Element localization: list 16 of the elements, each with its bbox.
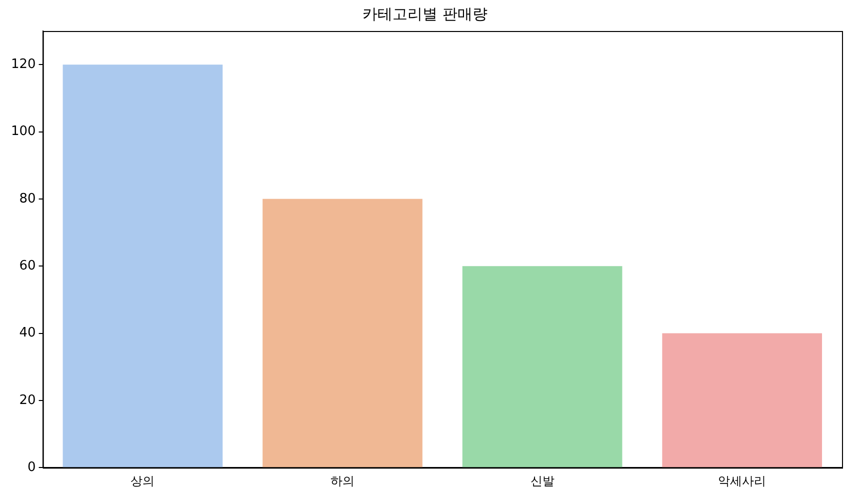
- y-tick-label: 20: [19, 392, 36, 408]
- x-tick-label: 상의: [130, 474, 155, 488]
- x-tick-label: 신발: [530, 474, 554, 488]
- bar: [62, 64, 223, 468]
- y-tick-label: 120: [10, 56, 36, 72]
- bar: [262, 198, 422, 468]
- y-tick-label: 60: [19, 258, 36, 274]
- x-tick-label: 하의: [330, 474, 355, 488]
- x-tick-label: 악세사리: [718, 474, 766, 488]
- bar: [462, 266, 622, 468]
- y-tick-label: 80: [19, 191, 36, 206]
- y-tick-label: 0: [28, 460, 36, 475]
- y-tick-label: 40: [19, 326, 36, 341]
- bar: [662, 333, 822, 468]
- y-tick-label: 100: [10, 124, 36, 140]
- chart-title: 카테고리별 판매량: [362, 4, 488, 23]
